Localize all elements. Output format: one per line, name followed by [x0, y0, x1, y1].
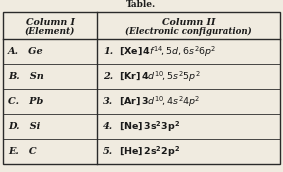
Text: E.   C: E. C — [8, 147, 37, 156]
Text: C.   Pb: C. Pb — [8, 97, 43, 106]
Text: (Element): (Element) — [25, 27, 75, 36]
Text: (Electronic configuration): (Electronic configuration) — [125, 27, 252, 36]
Text: $\mathbf{[He]\,2s^{2}2p^{2}}$: $\mathbf{[He]\,2s^{2}2p^{2}}$ — [119, 144, 180, 159]
Text: D.   Si: D. Si — [8, 122, 40, 131]
Text: B.   Sn: B. Sn — [8, 72, 44, 81]
Text: 5.: 5. — [103, 147, 113, 156]
Text: Column II: Column II — [162, 18, 215, 27]
Text: 4.: 4. — [103, 122, 113, 131]
Text: 1.: 1. — [103, 47, 113, 56]
Text: $\mathbf{[Xe]\,4\it{f}^{14}\!,5d,6s^{2}6p^{2}}$: $\mathbf{[Xe]\,4\it{f}^{14}\!,5d,6s^{2}6… — [119, 44, 216, 59]
Text: 2.: 2. — [103, 72, 113, 81]
Text: Table.: Table. — [127, 0, 156, 9]
Text: $\mathbf{[Kr]\,4\it{d}^{10}\!,5s^{2}5p^{2}}$: $\mathbf{[Kr]\,4\it{d}^{10}\!,5s^{2}5p^{… — [119, 69, 201, 84]
Text: 3.: 3. — [103, 97, 113, 106]
Text: Column I: Column I — [25, 18, 74, 27]
Text: A.   Ge: A. Ge — [8, 47, 44, 56]
Text: $\mathbf{[Ar]\,3\it{d}^{10}\!,4s^{2}4p^{2}}$: $\mathbf{[Ar]\,3\it{d}^{10}\!,4s^{2}4p^{… — [119, 94, 201, 109]
Text: $\mathbf{[Ne]\,3s^{2}3p^{2}}$: $\mathbf{[Ne]\,3s^{2}3p^{2}}$ — [119, 119, 180, 134]
